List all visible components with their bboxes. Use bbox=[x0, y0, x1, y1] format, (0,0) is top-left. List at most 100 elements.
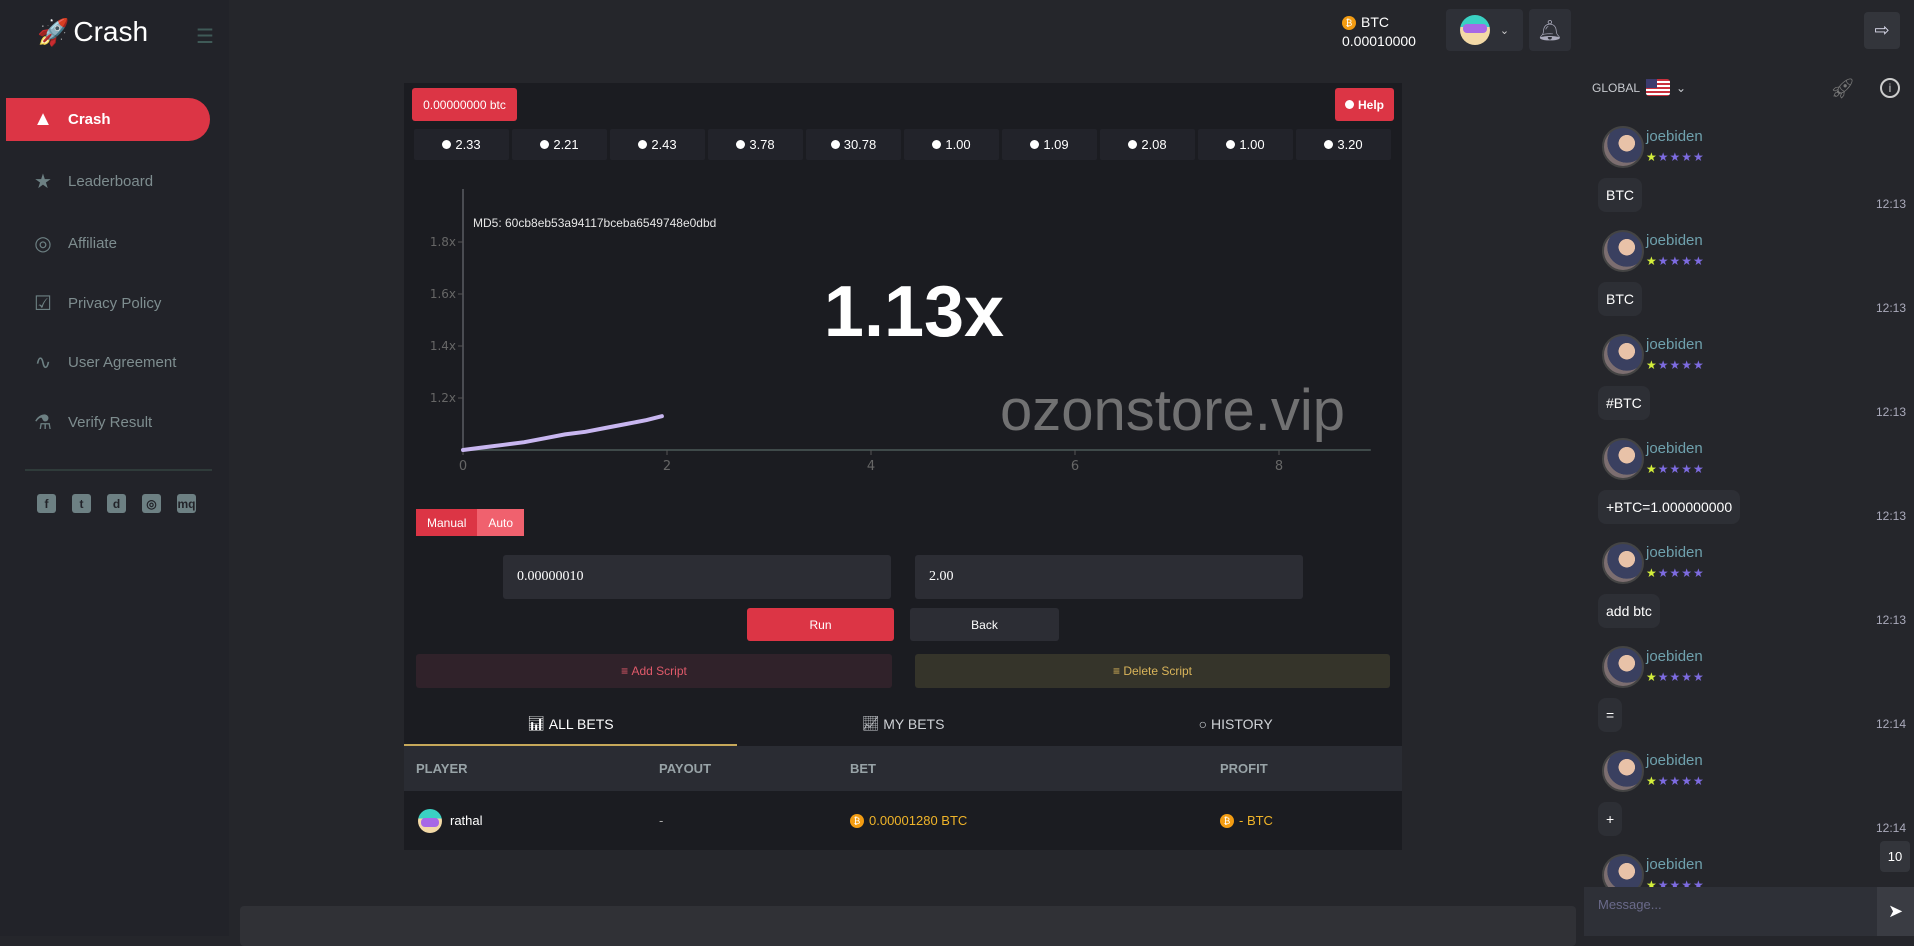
history-multiplier: 2.21 bbox=[553, 137, 579, 152]
delete-script-button[interactable]: ≡ Delete Script bbox=[915, 654, 1390, 688]
chat-message: joebiden ★★★★★ +12:14 bbox=[1580, 744, 1914, 848]
flask-icon: ⚗ bbox=[34, 412, 52, 434]
user-menu-button[interactable]: ⌄ bbox=[1446, 9, 1523, 51]
username[interactable]: joebiden bbox=[1646, 648, 1703, 665]
history-multiplier: 2.33 bbox=[455, 137, 481, 152]
wallet-balance[interactable]: ₿ BTC 0.00010000 bbox=[1342, 13, 1416, 51]
area-chart-icon: 📈︎ bbox=[861, 715, 884, 731]
username[interactable]: joebiden bbox=[1646, 232, 1703, 249]
add-script-button[interactable]: ≡ Add Script bbox=[416, 654, 892, 688]
tab-my-bets[interactable]: 📈︎ MY BETS bbox=[737, 701, 1070, 746]
x-tick-label: 8 bbox=[1275, 459, 1283, 474]
user-avatar[interactable] bbox=[1602, 126, 1644, 168]
history-item[interactable]: 1.09 bbox=[1002, 129, 1097, 160]
history-item[interactable]: 1.00 bbox=[1198, 129, 1293, 160]
username[interactable]: joebiden bbox=[1646, 856, 1703, 873]
message-text: add btc bbox=[1598, 594, 1660, 628]
sidebar-item-crash[interactable]: ▲ Crash bbox=[6, 98, 210, 141]
bet-amount-input[interactable] bbox=[503, 555, 891, 599]
sidebar-item-verify-result[interactable]: ⚗ Verify Result bbox=[6, 401, 210, 444]
info-icon bbox=[1030, 140, 1040, 149]
back-button[interactable]: Back bbox=[910, 608, 1059, 641]
mode-toggle: Manual Auto bbox=[416, 509, 525, 536]
sidebar-item-user-agreement[interactable]: ∿ User Agreement bbox=[6, 341, 210, 384]
md5-hash: MD5: 60cb8eb53a94117bceba6549748e0dbd bbox=[473, 216, 717, 230]
bitcoin-icon: ₿ bbox=[1220, 813, 1234, 828]
rocket-logo-icon: 🚀 bbox=[37, 16, 70, 47]
circle-icon: ○ bbox=[1198, 715, 1211, 732]
rating-stars: ★★★★★ bbox=[1646, 566, 1705, 580]
user-avatar[interactable] bbox=[1602, 854, 1644, 887]
discord-icon[interactable]: d bbox=[107, 494, 126, 513]
tab-history[interactable]: ○ HISTORY bbox=[1069, 701, 1402, 746]
history-item[interactable]: 2.08 bbox=[1100, 129, 1195, 160]
username[interactable]: joebiden bbox=[1646, 440, 1703, 457]
bitcoin-icon: ₿ bbox=[850, 813, 864, 828]
player-name: rathal bbox=[450, 813, 483, 828]
sidebar-item-affiliate[interactable]: ◎ Affiliate bbox=[6, 222, 210, 265]
facebook-icon[interactable]: f bbox=[37, 494, 56, 513]
chat-messages[interactable]: joebiden ★★★★★ BTC 12:13 joebiden ★★★★★ BTC 12:… bbox=[1580, 120, 1914, 887]
manual-tab[interactable]: Manual bbox=[416, 509, 478, 536]
column-profit: PROFIT bbox=[1220, 761, 1268, 776]
bell-icon: 🔔︎ bbox=[1537, 19, 1563, 42]
history-item[interactable]: 30.78 bbox=[806, 129, 901, 160]
run-button[interactable]: Run bbox=[747, 608, 894, 641]
sidebar-item-label: User Agreement bbox=[68, 354, 177, 371]
y-tick-label: 1.2x bbox=[430, 391, 456, 405]
column-player: PLAYER bbox=[416, 761, 468, 776]
bar-chart-icon: 📊︎ bbox=[527, 715, 549, 731]
auto-tab[interactable]: Auto bbox=[477, 509, 525, 536]
info-icon bbox=[442, 140, 452, 149]
history-item[interactable]: 1.00 bbox=[904, 129, 999, 160]
dribbble-icon[interactable]: ◎ bbox=[142, 494, 161, 513]
user-avatar[interactable] bbox=[1602, 334, 1644, 376]
tab-all-bets[interactable]: 📊︎ ALL BETS bbox=[404, 701, 737, 746]
twitter-icon[interactable]: t bbox=[72, 494, 91, 513]
sidebar-item-leaderboard[interactable]: ★ Leaderboard bbox=[6, 160, 210, 203]
avatar bbox=[418, 808, 442, 833]
message-time: 12:13 bbox=[1875, 301, 1906, 315]
info-icon bbox=[830, 140, 840, 149]
chat-message: joebiden ★★★★★ BTC 12:13 bbox=[1580, 120, 1914, 224]
user-avatar[interactable] bbox=[1602, 230, 1644, 272]
user-avatar[interactable] bbox=[1602, 750, 1644, 792]
x-tick-label: 0 bbox=[459, 459, 467, 474]
chat-message: joebiden ★★★★★ bbox=[1580, 848, 1914, 887]
meetup-icon[interactable]: mq bbox=[177, 494, 196, 513]
history-item[interactable]: 2.43 bbox=[610, 129, 705, 160]
y-tick-label: 1.6x bbox=[430, 287, 456, 301]
close-chat-button[interactable]: ⇨ bbox=[1864, 12, 1900, 49]
help-button[interactable]: Help bbox=[1335, 88, 1394, 121]
username[interactable]: joebiden bbox=[1646, 752, 1703, 769]
watermark: ozonstore.vip bbox=[1000, 378, 1345, 443]
username[interactable]: joebiden bbox=[1646, 544, 1703, 561]
rocket-icon[interactable]: 🚀︎ bbox=[1830, 78, 1856, 100]
notifications-button[interactable]: 🔔︎ bbox=[1529, 9, 1571, 51]
send-button[interactable]: ➤ bbox=[1877, 887, 1914, 936]
bet-amount-badge: 0.00000000 btc bbox=[412, 88, 517, 121]
user-avatar[interactable] bbox=[1602, 542, 1644, 584]
channel-selector[interactable]: GLOBAL ⌄ bbox=[1592, 79, 1686, 96]
x-tick-label: 6 bbox=[1071, 459, 1079, 474]
history-item[interactable]: 3.20 bbox=[1296, 129, 1391, 160]
rating-stars: ★★★★★ bbox=[1646, 150, 1705, 164]
history-item[interactable]: 3.78 bbox=[708, 129, 803, 160]
cashout-input[interactable] bbox=[915, 555, 1303, 599]
history-item[interactable]: 2.33 bbox=[414, 129, 509, 160]
chat-message-input[interactable] bbox=[1584, 887, 1877, 936]
user-avatar[interactable] bbox=[1602, 646, 1644, 688]
user-avatar[interactable] bbox=[1602, 438, 1644, 480]
info-icon[interactable]: i bbox=[1880, 78, 1900, 98]
sidebar-item-privacy-policy[interactable]: ☑ Privacy Policy bbox=[6, 282, 210, 325]
history-item[interactable]: 2.21 bbox=[512, 129, 607, 160]
message-text: BTC bbox=[1598, 282, 1642, 316]
username[interactable]: joebiden bbox=[1646, 336, 1703, 353]
menu-toggle-icon[interactable]: ☰ bbox=[196, 26, 214, 48]
logo[interactable]: 🚀 Crash bbox=[37, 16, 148, 48]
unread-count-badge[interactable]: 10 bbox=[1880, 841, 1910, 872]
sidebar-item-label: Crash bbox=[68, 111, 111, 128]
username[interactable]: joebiden bbox=[1646, 128, 1703, 145]
message-time: 12:14 bbox=[1875, 717, 1906, 731]
sidebar-item-label: Verify Result bbox=[68, 414, 153, 431]
